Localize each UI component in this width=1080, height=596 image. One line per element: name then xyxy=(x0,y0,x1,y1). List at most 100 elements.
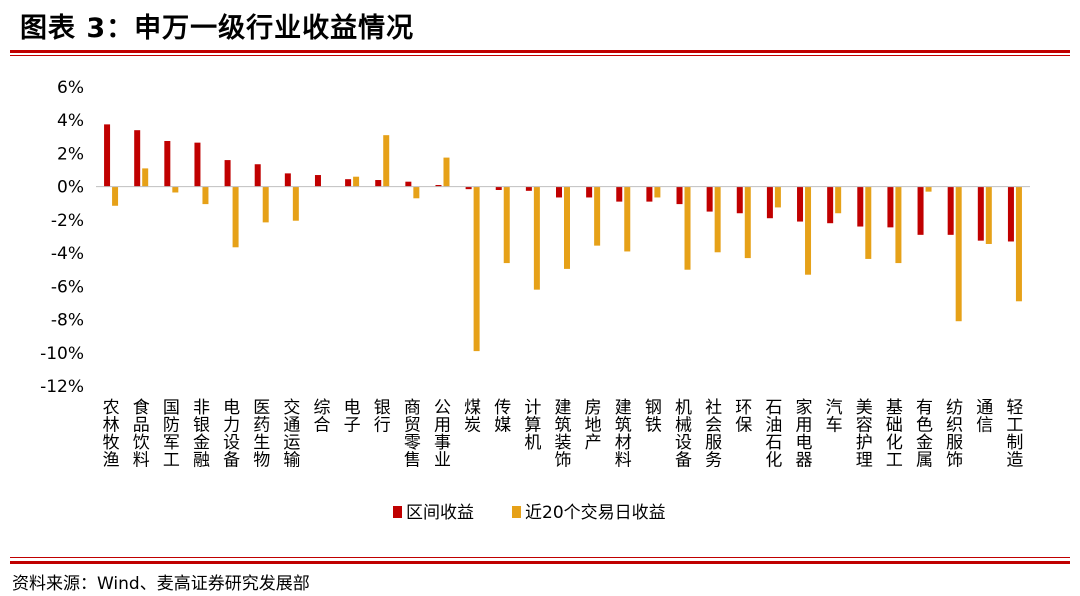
category-label: 建筑装饰 xyxy=(555,398,572,471)
bar-20d-12 xyxy=(473,186,480,352)
bar-interval-21 xyxy=(736,186,743,214)
bar-20d-28 xyxy=(955,186,962,322)
bar-interval-9 xyxy=(375,180,382,187)
bar-interval-5 xyxy=(254,164,261,187)
bar-20d-22 xyxy=(774,186,781,208)
bar-interval-4 xyxy=(224,160,231,187)
bar-20d-27 xyxy=(925,186,932,192)
y-tick-label: -8% xyxy=(51,311,84,331)
bar-20d-5 xyxy=(262,186,269,223)
bar-20d-30 xyxy=(1015,186,1022,302)
bar-20d-21 xyxy=(744,186,751,259)
y-tick-label: 2% xyxy=(57,144,84,164)
legend: 区间收益 近20个交易日收益 xyxy=(393,503,666,523)
category-label: 美容护理 xyxy=(856,398,873,471)
category-labels: 农林牧渔食品饮料国防军工非银金融电力设备医药生物交通运输综合电子银行商贸零售公用… xyxy=(103,398,1024,471)
bar-interval-0 xyxy=(104,124,111,187)
bar-20d-17 xyxy=(624,186,631,252)
bar-interval-23 xyxy=(797,186,804,222)
bar-interval-2 xyxy=(164,140,171,187)
category-label: 公用事业 xyxy=(434,398,451,471)
bar-interval-17 xyxy=(616,186,623,202)
bar-interval-22 xyxy=(766,186,773,219)
category-label: 电力设备 xyxy=(223,398,240,471)
y-tick-label: 4% xyxy=(57,111,84,131)
category-label: 房地产 xyxy=(585,398,602,453)
header-rule-thin xyxy=(10,55,1070,56)
bar-interval-27 xyxy=(917,186,924,235)
bar-interval-20 xyxy=(706,186,713,212)
bar-interval-18 xyxy=(646,186,653,202)
category-label: 建筑材料 xyxy=(615,398,632,471)
bar-interval-11 xyxy=(435,185,442,187)
category-label: 综合 xyxy=(313,398,330,436)
category-label: 有色金属 xyxy=(916,398,933,471)
bar-interval-7 xyxy=(314,175,321,187)
bar-20d-25 xyxy=(865,186,872,259)
bar-20d-13 xyxy=(503,186,510,264)
bar-interval-13 xyxy=(495,186,502,190)
bar-20d-15 xyxy=(564,186,570,269)
legend-label-interval: 区间收益 xyxy=(406,503,474,523)
category-label: 计算机 xyxy=(524,398,541,453)
category-label: 社会服务 xyxy=(705,398,722,471)
category-label: 非银金融 xyxy=(193,398,210,471)
bar-20d-9 xyxy=(383,135,390,187)
category-label: 传媒 xyxy=(494,398,511,436)
bar-interval-1 xyxy=(134,130,141,187)
category-label: 家用电器 xyxy=(796,398,813,471)
bar-interval-8 xyxy=(345,179,352,187)
bar-20d-2 xyxy=(172,186,179,193)
bar-20d-1 xyxy=(142,168,149,187)
y-tick-label: 6% xyxy=(57,78,84,98)
bar-interval-30 xyxy=(1007,186,1014,242)
y-tick-label: -10% xyxy=(40,344,84,364)
category-label: 电子 xyxy=(344,398,361,436)
category-label: 食品饮料 xyxy=(133,398,150,471)
legend-label-20d: 近20个交易日收益 xyxy=(525,503,666,523)
bar-interval-6 xyxy=(284,173,291,187)
y-tick-label: -2% xyxy=(51,211,84,231)
legend-swatch-interval xyxy=(393,506,402,518)
category-label: 纺织服饰 xyxy=(946,398,963,471)
source-note: 资料来源：Wind、麦高证券研究发展部 xyxy=(12,574,310,594)
y-tick-label: -12% xyxy=(40,377,84,397)
bar-interval-16 xyxy=(586,186,593,198)
category-label: 环保 xyxy=(735,398,752,436)
category-label: 医药生物 xyxy=(253,398,270,471)
bar-20d-6 xyxy=(292,186,299,221)
bar-interval-14 xyxy=(525,186,532,191)
category-label: 煤炭 xyxy=(464,398,481,436)
y-tick-label: -4% xyxy=(51,244,84,264)
y-tick-label: 0% xyxy=(57,178,84,198)
y-tick-label: -6% xyxy=(51,277,84,297)
page-title: 图表 3：申万一级行业收益情况 xyxy=(20,13,415,44)
bar-20d-26 xyxy=(895,186,902,264)
category-label: 商贸零售 xyxy=(404,398,421,471)
bar-20d-29 xyxy=(985,186,992,244)
bar-20d-11 xyxy=(443,157,450,187)
legend-swatch-20d xyxy=(512,506,521,518)
bars xyxy=(104,124,1022,352)
header-rule xyxy=(10,50,1070,53)
bar-20d-10 xyxy=(413,186,420,199)
category-label: 基础化工 xyxy=(886,398,903,471)
bar-interval-24 xyxy=(827,186,834,224)
footer-rule xyxy=(10,561,1070,564)
bar-interval-3 xyxy=(194,142,201,187)
bar-interval-15 xyxy=(556,186,562,198)
bar-20d-8 xyxy=(353,176,360,187)
category-label: 银行 xyxy=(374,398,391,436)
category-label: 钢铁 xyxy=(645,398,662,436)
bar-interval-12 xyxy=(465,186,472,190)
bar-interval-19 xyxy=(676,186,683,205)
category-label: 机械设备 xyxy=(675,398,692,471)
category-label: 国防军工 xyxy=(163,398,180,471)
bar-20d-18 xyxy=(654,186,661,198)
bar-20d-20 xyxy=(714,186,721,253)
bar-20d-3 xyxy=(202,186,209,205)
category-label: 通信 xyxy=(976,398,993,436)
category-label: 石油石化 xyxy=(765,398,782,471)
bar-interval-10 xyxy=(405,181,412,187)
